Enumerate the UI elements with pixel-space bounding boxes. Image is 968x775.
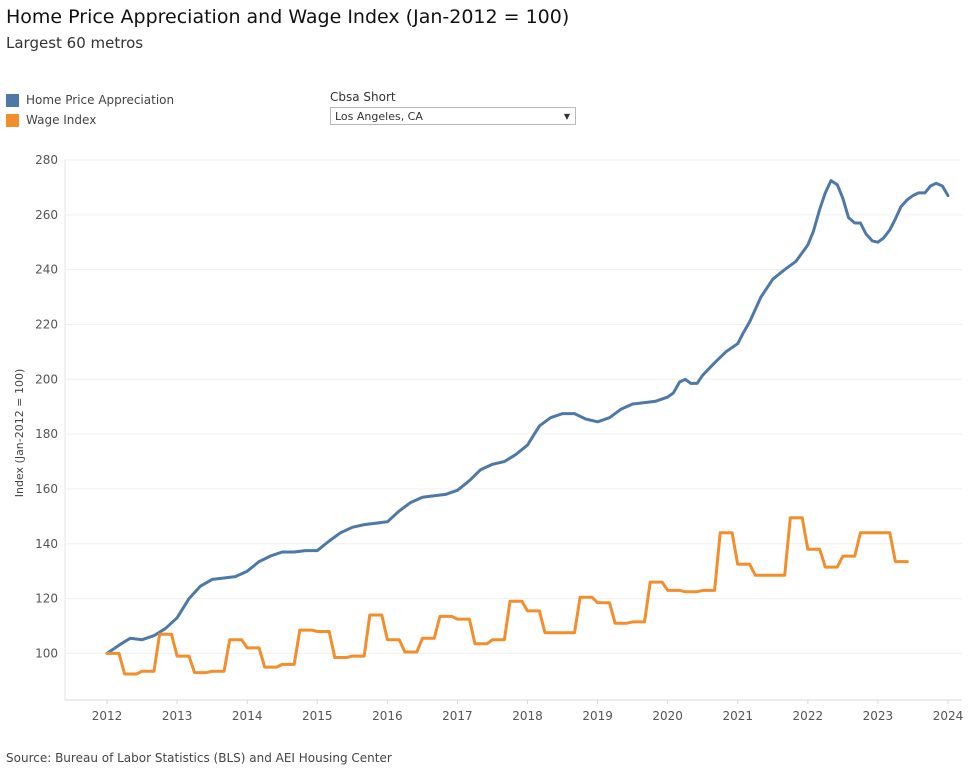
cbsa-select[interactable]: Los Angeles, CA ▼ xyxy=(330,107,576,125)
source-note: Source: Bureau of Labor Statistics (BLS)… xyxy=(6,751,392,765)
y-axis-label: Index (Jan-2012 = 100) xyxy=(13,369,26,498)
x-tick-label: 2023 xyxy=(863,709,894,723)
y-tick-label: 280 xyxy=(35,153,58,167)
y-axis-ticks: 100 120 140 160 180 200 220 240 260 280 xyxy=(35,153,58,660)
cbsa-filter: Cbsa Short Los Angeles, CA ▼ xyxy=(330,90,576,125)
x-axis-ticks: 2012 2013 2014 2015 2016 2017 2018 2019 2020 2021… xyxy=(92,700,963,723)
gridlines xyxy=(65,159,962,654)
x-tick-label: 2022 xyxy=(793,709,824,723)
cbsa-select-value: Los Angeles, CA xyxy=(335,109,423,123)
y-tick-label: 120 xyxy=(35,592,58,606)
x-tick-label: 2020 xyxy=(652,709,683,723)
y-tick-label: 160 xyxy=(35,482,58,496)
y-tick-label: 100 xyxy=(35,646,58,660)
x-tick-label: 2015 xyxy=(302,709,333,723)
x-tick-label: 2012 xyxy=(92,709,123,723)
cbsa-filter-label: Cbsa Short xyxy=(330,90,396,104)
series-line-home-price[interactable] xyxy=(105,179,950,655)
x-tick-label: 2013 xyxy=(162,709,193,723)
legend-item-wage-index[interactable]: Wage Index xyxy=(6,110,174,130)
series-line-wage-index[interactable] xyxy=(105,516,909,676)
y-tick-label: 220 xyxy=(35,317,58,331)
y-tick-label: 240 xyxy=(35,263,58,277)
x-tick-label: 2016 xyxy=(372,709,403,723)
y-tick-label: 260 xyxy=(35,208,58,222)
y-tick-label: 140 xyxy=(35,537,58,551)
y-tick-label: 180 xyxy=(35,427,58,441)
legend-label-home-price: Home Price Appreciation xyxy=(26,93,175,107)
legend-label-wage-index: Wage Index xyxy=(26,113,97,127)
legend-item-home-price[interactable]: Home Price Appreciation xyxy=(6,90,174,110)
legend-swatch-wage-index xyxy=(6,113,19,127)
x-tick-label: 2019 xyxy=(582,709,613,723)
series-lines xyxy=(105,179,950,676)
chart-subtitle: Largest 60 metros xyxy=(6,34,144,52)
chart-title: Home Price Appreciation and Wage Index (… xyxy=(6,6,570,28)
legend-swatch-home-price xyxy=(6,93,19,107)
x-tick-label: 2024 xyxy=(933,709,964,723)
legend: Home Price Appreciation Wage Index xyxy=(6,90,174,130)
x-tick-label: 2014 xyxy=(232,709,263,723)
x-tick-label: 2021 xyxy=(722,709,753,723)
x-tick-label: 2018 xyxy=(512,709,543,723)
chevron-down-icon[interactable]: ▼ xyxy=(563,111,570,121)
y-tick-label: 200 xyxy=(35,372,58,386)
x-tick-label: 2017 xyxy=(442,709,473,723)
